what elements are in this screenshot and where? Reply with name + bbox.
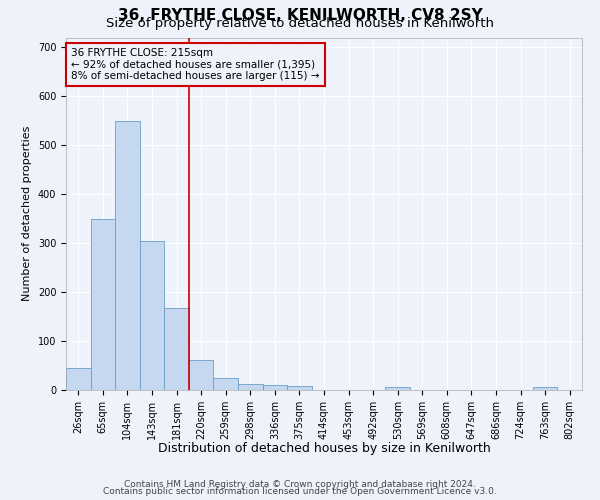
Text: Size of property relative to detached houses in Kenilworth: Size of property relative to detached ho… [106, 18, 494, 30]
Bar [287, 386, 312, 390]
Bar [140, 240, 164, 390]
Bar [115, 120, 140, 390]
X-axis label: Distribution of detached houses by size in Kenilworth: Distribution of detached houses by size … [158, 442, 490, 455]
Bar [385, 386, 410, 390]
Bar [189, 360, 214, 390]
Bar [533, 386, 557, 390]
Bar [66, 368, 91, 390]
Bar [164, 308, 189, 390]
Bar [238, 384, 263, 390]
Bar [263, 385, 287, 390]
Bar [214, 378, 238, 390]
Bar [91, 218, 115, 390]
Text: 36, FRYTHE CLOSE, KENILWORTH, CV8 2SY: 36, FRYTHE CLOSE, KENILWORTH, CV8 2SY [118, 8, 482, 22]
Text: Contains public sector information licensed under the Open Government Licence v3: Contains public sector information licen… [103, 488, 497, 496]
Y-axis label: Number of detached properties: Number of detached properties [22, 126, 32, 302]
Text: Contains HM Land Registry data © Crown copyright and database right 2024.: Contains HM Land Registry data © Crown c… [124, 480, 476, 489]
Text: 36 FRYTHE CLOSE: 215sqm
← 92% of detached houses are smaller (1,395)
8% of semi-: 36 FRYTHE CLOSE: 215sqm ← 92% of detache… [71, 48, 320, 82]
